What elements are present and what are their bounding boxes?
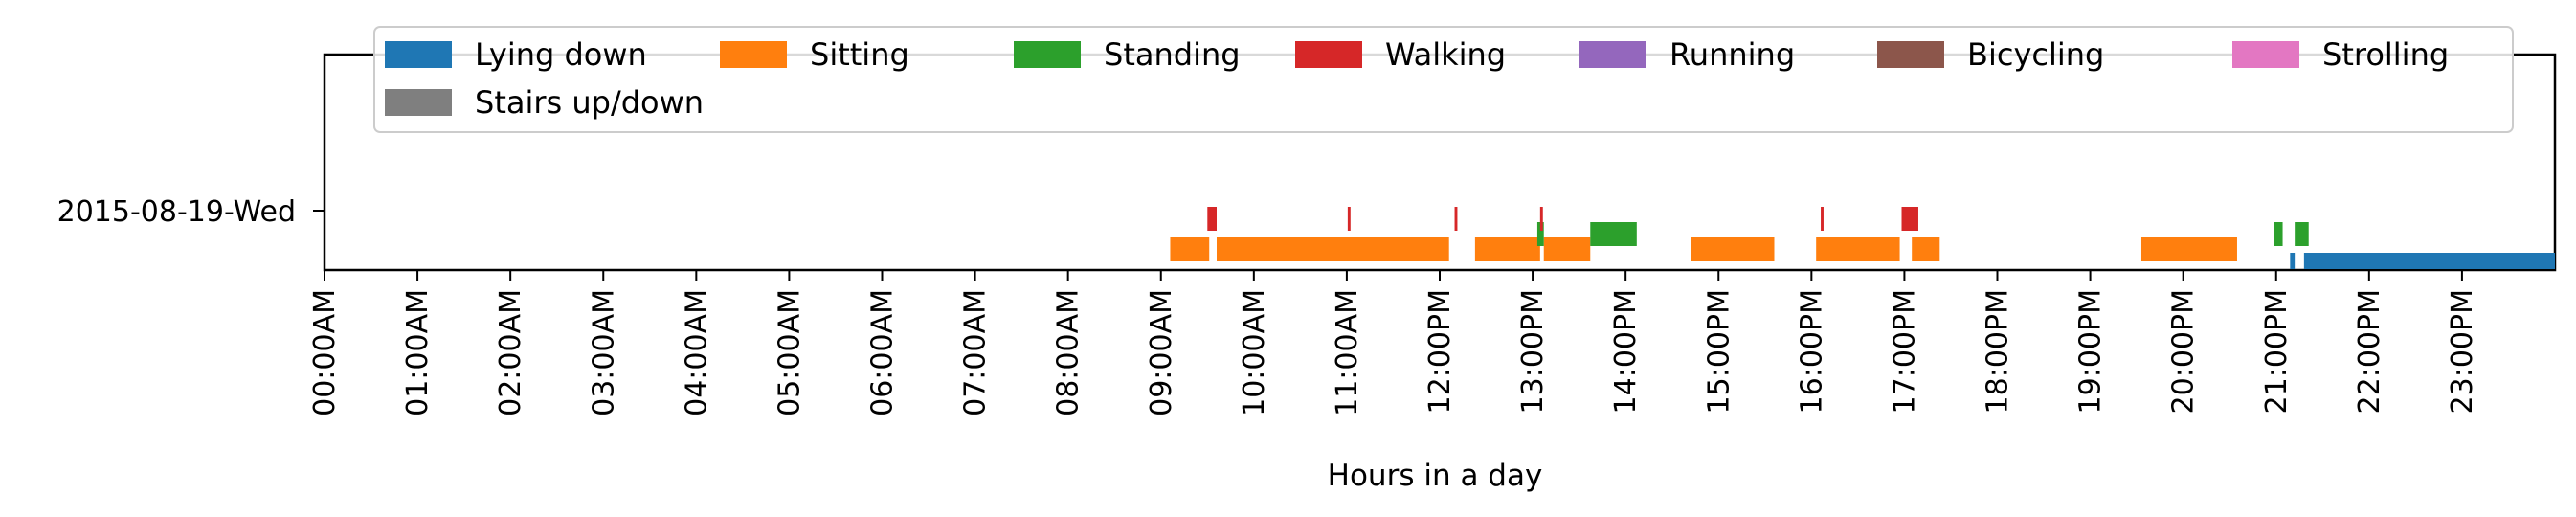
legend-swatch — [1014, 41, 1081, 68]
activity-bar — [1821, 207, 1824, 231]
activity-bar — [2140, 237, 2237, 261]
legend-swatch — [385, 89, 452, 116]
x-tick-label: 14:00PM — [1609, 289, 1643, 414]
legend-box — [373, 26, 2514, 133]
legend: Lying down Sitting Standing Walking Running B… — [373, 26, 2514, 133]
activity-bar — [2303, 253, 2555, 269]
x-tick-label: 16:00PM — [1795, 289, 1828, 414]
x-tick-label: 19:00PM — [2074, 289, 2108, 414]
activity-bar — [1816, 237, 1900, 261]
legend-label: Lying down — [475, 36, 647, 73]
x-tick-label: 08:00AM — [1052, 289, 1086, 416]
activity-bar — [1207, 207, 1217, 231]
x-tick-label: 20:00PM — [2167, 289, 2201, 414]
legend-label: Stairs up/down — [475, 84, 704, 121]
activity-bar — [1901, 207, 1918, 231]
x-tick-label: 21:00PM — [2260, 289, 2294, 414]
activity-bar — [2274, 222, 2283, 246]
x-tick-label: 13:00PM — [1516, 289, 1550, 414]
x-tick-label: 07:00AM — [959, 289, 993, 416]
x-tick-label: 03:00AM — [587, 289, 620, 416]
legend-swatch — [1295, 41, 1362, 68]
legend-swatch — [720, 41, 787, 68]
x-tick-label: 10:00AM — [1238, 289, 1271, 416]
x-axis: 00:00AM 01:00AM 02:00AM 03:00AM 04:00AM 05:00… — [308, 270, 2479, 416]
x-tick-label: 23:00PM — [2446, 289, 2479, 414]
activity-bar — [2295, 222, 2309, 246]
activity-bar — [1536, 222, 1544, 246]
activity-bar — [1217, 237, 1449, 261]
activity-bar — [1590, 222, 1637, 246]
x-tick-label: 05:00AM — [773, 289, 806, 416]
legend-label: Standing — [1104, 36, 1241, 73]
legend-swatch — [1579, 41, 1646, 68]
legend-label: Running — [1669, 36, 1795, 73]
x-tick-label: 00:00AM — [308, 289, 342, 416]
x-tick-label: 11:00AM — [1331, 289, 1364, 416]
x-tick-label: 15:00PM — [1702, 289, 1736, 414]
activity-bar — [1454, 207, 1458, 231]
y-axis: 2015-08-19-Wed — [57, 195, 325, 229]
activity-bar — [1170, 237, 1210, 261]
activity-bar — [1474, 237, 1540, 261]
y-tick-label: 2015-08-19-Wed — [57, 195, 296, 229]
x-tick-label: 02:00AM — [494, 289, 527, 416]
x-tick-label: 22:00PM — [2353, 289, 2386, 414]
legend-label: Walking — [1385, 36, 1506, 73]
legend-label: Bicycling — [1967, 36, 2104, 73]
x-axis-label: Hours in a day — [1328, 459, 1543, 493]
legend-swatch — [385, 41, 452, 68]
activity-bar — [1539, 207, 1543, 231]
x-tick-label: 17:00PM — [1888, 289, 1921, 414]
activity-bar — [1543, 237, 1591, 261]
activity-bar — [1691, 237, 1775, 261]
activity-bar — [2290, 253, 2296, 269]
legend-label: Sitting — [810, 36, 909, 73]
x-tick-label: 12:00PM — [1423, 289, 1457, 414]
x-tick-label: 18:00PM — [1982, 289, 2015, 414]
activity-bar — [1912, 237, 1940, 261]
x-tick-label: 06:00AM — [866, 289, 900, 416]
legend-label: Strolling — [2322, 36, 2449, 73]
activity-bar — [1347, 207, 1351, 231]
x-tick-label: 01:00AM — [401, 289, 435, 416]
x-tick-label: 04:00AM — [680, 289, 713, 416]
legend-swatch — [2232, 41, 2299, 68]
x-tick-label: 09:00AM — [1145, 289, 1178, 416]
legend-swatch — [1877, 41, 1944, 68]
